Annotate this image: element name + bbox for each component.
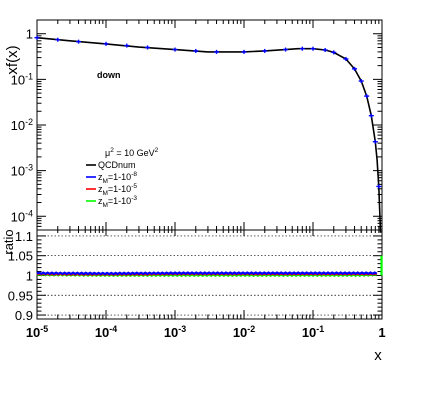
ratio-y-tick-label: 1.05: [8, 249, 33, 264]
x-tick-label: 10-2: [233, 324, 255, 340]
top-y-axis-label: xf(x): [4, 45, 21, 74]
x-axis-label: x: [374, 347, 382, 364]
ratio-line: [36, 271, 378, 276]
ratio-y-tick-label: 1.1: [15, 229, 33, 244]
top-y-tick-label: 10-1: [11, 71, 33, 87]
flavour-annotation: down: [97, 70, 121, 80]
top-y-tick-label: 10-4: [11, 208, 33, 224]
legend-label: zM=1-10-5: [98, 183, 137, 197]
bottom-panel: 0.9 0.95 1 1.05 1.1 10-5 10-4 10-3 10-2 10-1 1 ra…: [1, 229, 386, 364]
x-axis: 10-5 10-4 10-3 10-2 10-1 1: [26, 230, 386, 340]
qcdnum-curve: [36, 36, 382, 233]
legend-label: zM=1-10-8: [98, 171, 137, 185]
top-y-tick-label: 1: [26, 27, 33, 42]
ratio-axis-label: ratio: [1, 229, 16, 254]
x-tick-label: 10-4: [95, 324, 117, 340]
ratio-y-axis: 0.9 0.95 1 1.05 1.1: [8, 229, 382, 323]
scale-label: μ2 = 10 GeV2: [105, 147, 159, 158]
ratio-y-tick-label: 1: [26, 268, 33, 283]
top-x-ticks: [36, 20, 383, 230]
top-y-tick-label: 10-2: [11, 117, 33, 133]
legend-label: QCDnum: [98, 160, 136, 170]
top-panel: 1 10-1 10-2 10-3 10-4 xf(x) down μ2 = 10 GeV…: [4, 19, 383, 233]
x-tick-label: 1: [378, 325, 385, 340]
ratio-y-tick-label: 0.9: [15, 308, 33, 323]
ratio-y-tick-label: 0.95: [8, 288, 33, 303]
top-y-tick-label: 10-3: [11, 163, 33, 179]
x-tick-label: 10-1: [302, 324, 324, 340]
x-tick-label: 10-5: [26, 324, 48, 340]
top-series-group: [34, 35, 382, 233]
x-tick-label: 10-3: [164, 324, 186, 340]
ratio-series-group: [36, 255, 383, 277]
legend-label: zM=1-10-3: [98, 195, 137, 209]
